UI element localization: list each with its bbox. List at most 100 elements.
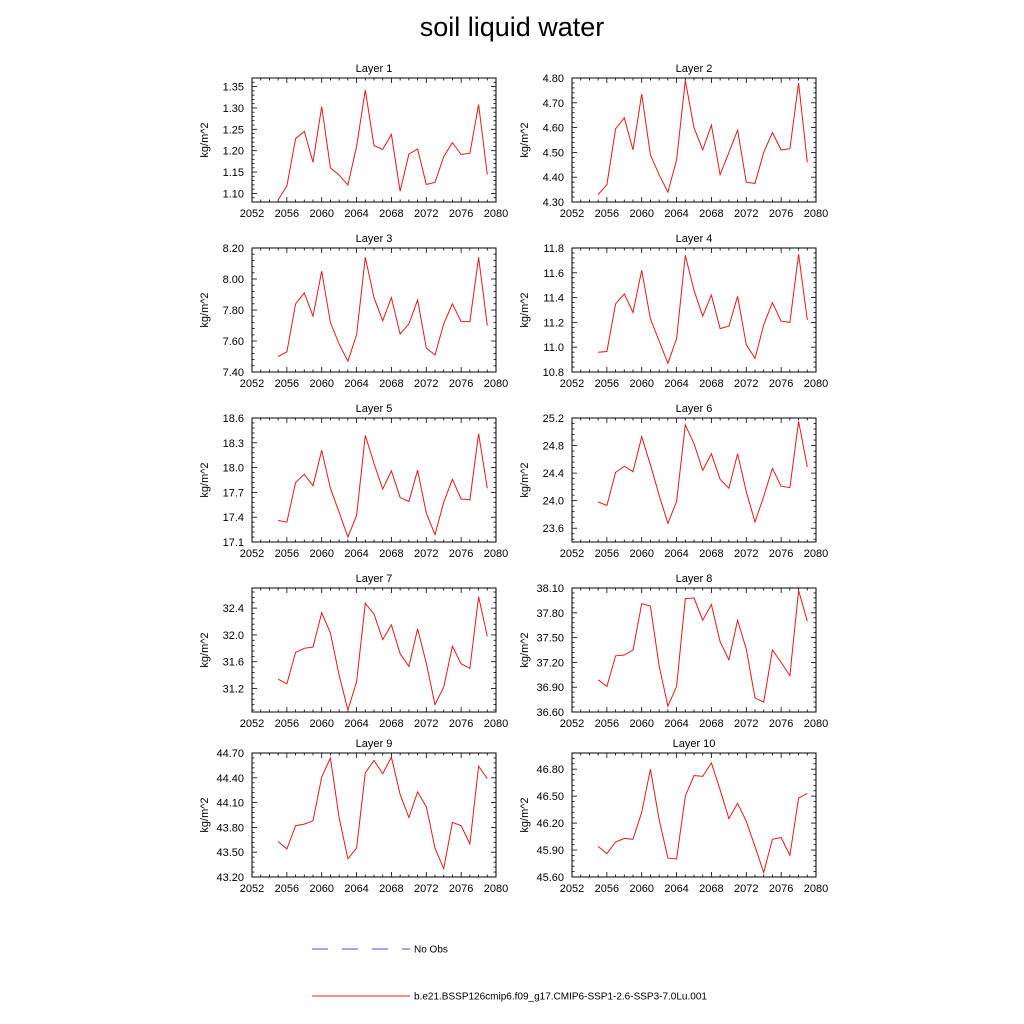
y-tick-label: 17.4 xyxy=(223,512,244,524)
y-axis-label: kg/m^2 xyxy=(519,122,531,157)
y-axis-label: kg/m^2 xyxy=(199,632,211,667)
x-tick-label: 2072 xyxy=(734,378,758,390)
x-tick-label: 2080 xyxy=(484,883,508,895)
y-tick-label: 18.0 xyxy=(223,463,244,475)
panel-title: Layer 1 xyxy=(356,63,393,75)
y-tick-label: 46.80 xyxy=(536,764,564,776)
plot-frame xyxy=(571,77,817,203)
x-tick-label: 2076 xyxy=(769,883,793,895)
x-tick-label: 2080 xyxy=(484,208,508,220)
panel-10: Layer 10 2052 2056 2060 2064 2068 2072 2076 2080… xyxy=(519,738,828,895)
series-line xyxy=(598,254,808,365)
y-tick-label: 37.80 xyxy=(536,608,564,620)
y-tick-label: 32.4 xyxy=(223,603,244,615)
plot-frame xyxy=(251,247,497,373)
y-axis: 43.20 43.50 43.80 44.10 44.40 44.70 xyxy=(216,748,496,884)
y-tick-label: 18.3 xyxy=(223,438,244,450)
x-tick-label: 2076 xyxy=(769,208,793,220)
x-tick-label: 2072 xyxy=(414,883,438,895)
y-tick-label: 24.4 xyxy=(543,468,564,480)
y-tick-label: 7.60 xyxy=(223,336,244,348)
plot-frame xyxy=(571,752,817,878)
x-tick-label: 2072 xyxy=(734,208,758,220)
y-tick-label: 8.20 xyxy=(223,243,244,255)
x-tick-label: 2056 xyxy=(275,548,299,560)
y-axis: 10.8 11.0 11.2 11.4 11.6 11.8 xyxy=(543,243,816,379)
x-tick-label: 2052 xyxy=(560,548,584,560)
panel-7: Layer 7 2052 2056 2060 2064 2068 2072 2076 2080 3… xyxy=(199,573,508,730)
x-tick-label: 2064 xyxy=(664,883,688,895)
x-tick-label: 2076 xyxy=(769,548,793,560)
plot-frame xyxy=(251,587,497,713)
x-tick-label: 2060 xyxy=(309,883,333,895)
x-axis: 2052 2056 2060 2064 2068 2072 2076 2080 xyxy=(560,248,828,390)
x-tick-label: 2052 xyxy=(560,883,584,895)
panel-title: Layer 10 xyxy=(673,738,716,750)
y-tick-label: 4.70 xyxy=(543,98,564,110)
y-tick-label: 1.15 xyxy=(223,167,244,179)
x-tick-label: 2068 xyxy=(379,208,403,220)
series-line xyxy=(277,257,488,363)
y-axis-label: kg/m^2 xyxy=(199,797,211,832)
series-line xyxy=(597,761,808,875)
x-axis: 2052 2056 2060 2064 2068 2072 2076 2080 xyxy=(240,588,508,730)
y-axis-label: kg/m^2 xyxy=(199,462,211,497)
x-tick-label: 2052 xyxy=(240,883,264,895)
y-axis-label: kg/m^2 xyxy=(199,122,211,157)
plot-frame xyxy=(251,752,497,878)
x-tick-label: 2052 xyxy=(560,718,584,730)
y-tick-label: 11.2 xyxy=(543,317,564,329)
x-tick-label: 2076 xyxy=(769,718,793,730)
y-tick-label: 17.1 xyxy=(223,537,244,549)
y-tick-label: 45.60 xyxy=(536,872,564,884)
panel-title: Layer 9 xyxy=(356,738,393,750)
y-tick-label: 24.0 xyxy=(543,496,564,508)
x-tick-label: 2064 xyxy=(344,208,368,220)
y-tick-label: 4.60 xyxy=(543,123,564,135)
x-tick-label: 2072 xyxy=(414,548,438,560)
y-tick-label: 8.00 xyxy=(223,274,244,286)
series-line xyxy=(277,596,488,712)
y-tick-label: 11.6 xyxy=(543,268,564,280)
x-tick-label: 2080 xyxy=(804,548,828,560)
chart-title: soil liquid water xyxy=(419,12,605,42)
y-tick-label: 1.25 xyxy=(223,124,244,136)
series-line xyxy=(597,80,808,195)
y-tick-label: 31.2 xyxy=(223,684,244,696)
x-tick-label: 2060 xyxy=(309,208,333,220)
legend-series-label: b.e21.BSSP126cmip6.f09_g17.CMIP6-SSP1-2.… xyxy=(414,992,707,1003)
y-tick-label: 38.10 xyxy=(536,583,564,595)
x-tick-label: 2076 xyxy=(449,883,473,895)
y-tick-label: 44.70 xyxy=(216,748,244,760)
y-tick-label: 43.50 xyxy=(216,847,244,859)
y-tick-label: 37.50 xyxy=(536,633,564,645)
y-axis: 23.6 24.0 24.4 24.8 25.2 xyxy=(543,413,816,540)
x-tick-label: 2068 xyxy=(379,718,403,730)
x-tick-label: 2072 xyxy=(414,378,438,390)
x-tick-label: 2064 xyxy=(664,378,688,390)
x-tick-label: 2056 xyxy=(595,548,619,560)
x-tick-label: 2076 xyxy=(449,208,473,220)
plot-frame xyxy=(251,417,497,543)
y-tick-label: 7.80 xyxy=(223,305,244,317)
x-tick-label: 2056 xyxy=(595,378,619,390)
x-tick-label: 2064 xyxy=(344,883,368,895)
x-tick-label: 2064 xyxy=(664,208,688,220)
x-tick-label: 2052 xyxy=(240,208,264,220)
x-tick-label: 2056 xyxy=(275,208,299,220)
x-tick-label: 2052 xyxy=(240,378,264,390)
y-tick-label: 45.90 xyxy=(536,845,564,857)
series-line xyxy=(277,755,488,871)
y-tick-label: 25.2 xyxy=(543,413,564,425)
y-axis-label: kg/m^2 xyxy=(519,462,531,497)
x-tick-label: 2056 xyxy=(275,378,299,390)
x-axis: 2052 2056 2060 2064 2068 2072 2076 2080 xyxy=(240,248,508,390)
x-tick-label: 2080 xyxy=(804,208,828,220)
x-tick-label: 2072 xyxy=(414,208,438,220)
x-tick-label: 2068 xyxy=(699,548,723,560)
x-tick-label: 2068 xyxy=(379,378,403,390)
